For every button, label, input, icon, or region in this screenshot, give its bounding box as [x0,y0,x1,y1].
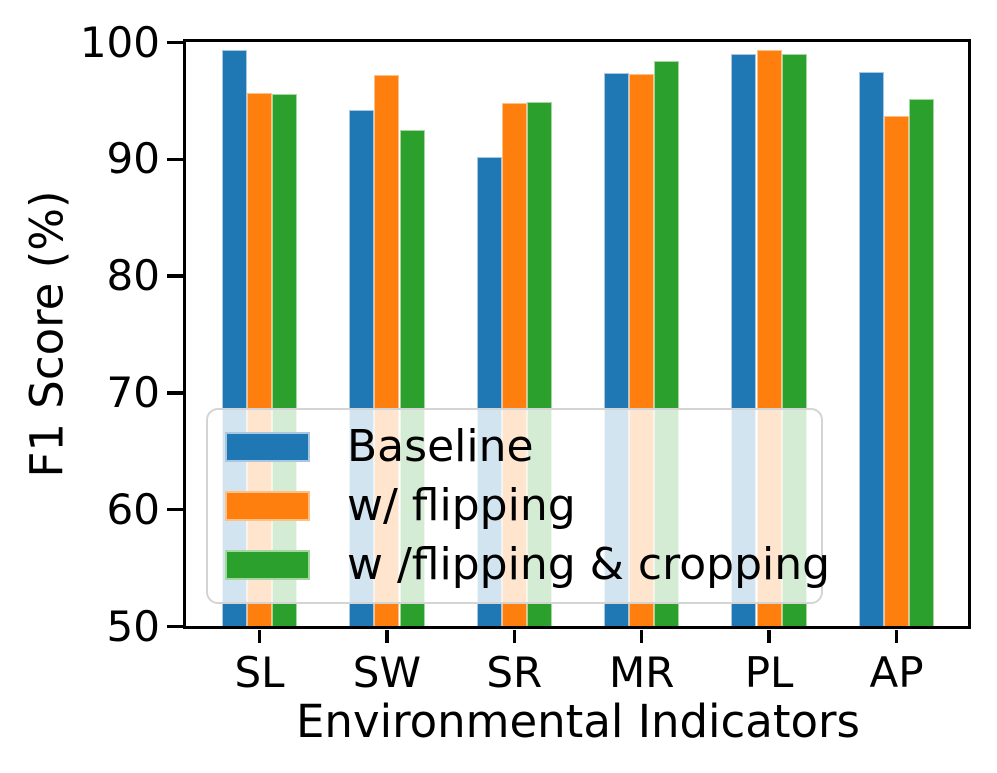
y-tick-label: 90 [106,134,160,184]
y-tick-mark [167,274,183,278]
y-tick-label: 50 [106,601,160,651]
x-tick-mark [639,630,644,643]
x-tick-mark [257,630,262,643]
legend-swatch-baseline [225,432,310,462]
y-tick-mark [167,624,183,629]
y-tick-label: 80 [106,251,160,301]
plot-area-border [183,39,971,629]
y-tick-mark [167,157,183,162]
legend-label-baseline: Baseline [347,421,534,472]
x-tick-label: SR [486,648,543,697]
bar-ap-flipping [883,116,910,627]
y-tick-label: 60 [106,484,160,534]
legend-swatch-flipping [225,491,310,521]
x-tick-label: AP [869,648,924,697]
y-tick-label: 100 [79,17,160,67]
y-tick-mark [167,40,183,45]
x-tick-label: SW [352,648,421,697]
legend: Baseline w/ flipping w /flipping & croppin… [206,408,830,604]
x-tick-mark [512,630,517,643]
x-tick-label: SL [234,648,285,697]
bar-ap-flipping-cropping [909,98,935,627]
x-tick-mark [385,630,389,643]
y-axis-label: F1 Score (%) [20,190,74,478]
legend-swatch-flipping-cropping [225,550,310,580]
x-axis-label: Environmental Indicators [295,695,861,748]
x-tick-mark [767,630,771,643]
legend-row-baseline: Baseline [225,425,821,469]
legend-label-flipping: w/ flipping [347,480,576,531]
x-tick-label: MR [608,648,675,697]
legend-row-flipping-cropping: w /flipping & cropping [225,543,830,587]
x-tick-label: PL [744,648,794,697]
legend-row-flipping: w/ flipping [225,484,821,528]
y-tick-mark [167,391,183,395]
y-tick-mark [167,507,183,512]
bar-ap-baseline [858,71,884,627]
legend-label-flipping-cropping: w /flipping & cropping [347,539,831,590]
x-tick-mark [894,630,899,643]
y-tick-label: 70 [106,367,160,417]
